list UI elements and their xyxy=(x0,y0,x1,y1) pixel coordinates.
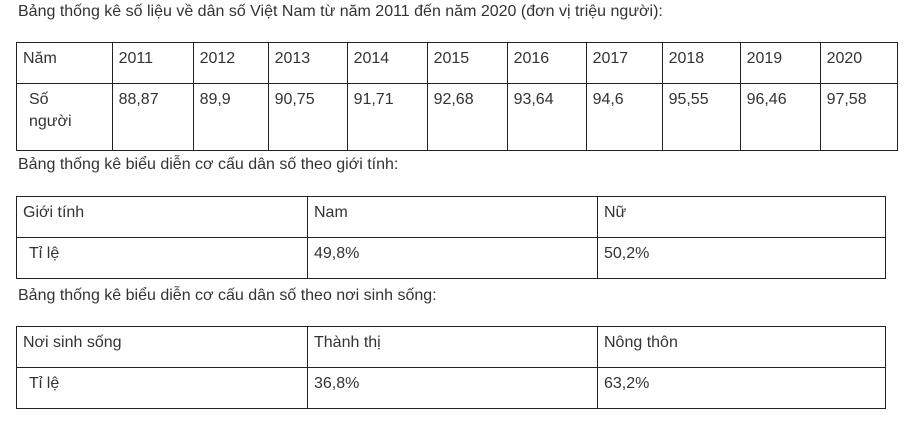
table-cell: Nữ xyxy=(597,196,886,238)
table-row: Tỉ lệ 49,8% 50,2% xyxy=(16,237,886,279)
table-cell: Nơi sinh sống xyxy=(16,326,308,368)
table-cell: Số người xyxy=(16,83,113,151)
table-cell: 96,46 xyxy=(739,83,821,151)
table-cell: 90,75 xyxy=(267,83,348,151)
table-cell: 88,87 xyxy=(111,83,194,151)
table-cell: Tỉ lệ xyxy=(16,237,308,279)
table-row: Số người 88,87 89,9 90,75 91,71 92,68 93,64 94,… xyxy=(16,83,898,151)
table-cell: Nam xyxy=(307,196,598,238)
table-cell: 94,6 xyxy=(585,83,663,151)
table-cell: 95,55 xyxy=(661,83,741,151)
table-cell: 2011 xyxy=(111,42,194,84)
table: Năm 2011 2012 2013 2014 2015 2016 2017 2018 2019 2… xyxy=(16,42,898,151)
table-cell: 36,8% xyxy=(307,367,598,409)
table-row: Tỉ lệ 36,8% 63,2% xyxy=(16,367,886,409)
table-cell: 50,2% xyxy=(597,237,886,279)
table-cell: Tỉ lệ xyxy=(16,367,308,409)
table-cell: 89,9 xyxy=(192,83,269,151)
table-cell: 92,68 xyxy=(426,83,508,151)
table-cell: 63,2% xyxy=(597,367,886,409)
table-row: Nơi sinh sống Thành thị Nông thôn xyxy=(16,326,886,368)
table-cell: 2012 xyxy=(192,42,269,84)
table-cell: Nông thôn xyxy=(597,326,886,368)
table-row: Năm 2011 2012 2013 2014 2015 2016 2017 2018 2019 2… xyxy=(16,42,898,84)
caption: Bảng thống kê biểu diễn cơ cấu dân số th… xyxy=(18,287,437,304)
table: Nơi sinh sống Thành thị Nông thôn Tỉ lệ 36,8… xyxy=(16,326,886,409)
table-cell: 93,64 xyxy=(506,83,587,151)
table-cell: 2013 xyxy=(267,42,348,84)
table-cell: Năm xyxy=(16,42,113,84)
table-cell: 2017 xyxy=(585,42,663,84)
table-cell: 91,71 xyxy=(346,83,428,151)
table-cell: Thành thị xyxy=(307,326,598,368)
table-cell: 2016 xyxy=(506,42,587,84)
caption: Bảng thống kê số liệu về dân số Việt Nam… xyxy=(18,3,663,20)
table-cell: 2015 xyxy=(426,42,508,84)
table-row: Giới tính Nam Nữ xyxy=(16,196,886,238)
table-cell: 2019 xyxy=(739,42,821,84)
table-cell: 97,58 xyxy=(819,83,898,151)
table-cell: 2020 xyxy=(819,42,898,84)
caption: Bảng thống kê biểu diễn cơ cấu dân số th… xyxy=(18,156,399,173)
table-cell: 49,8% xyxy=(307,237,598,279)
table: Giới tính Nam Nữ Tỉ lệ 49,8% 50,2% xyxy=(16,196,886,279)
table-cell: 2014 xyxy=(346,42,428,84)
table-cell: 2018 xyxy=(661,42,741,84)
table-cell: Giới tính xyxy=(16,196,308,238)
